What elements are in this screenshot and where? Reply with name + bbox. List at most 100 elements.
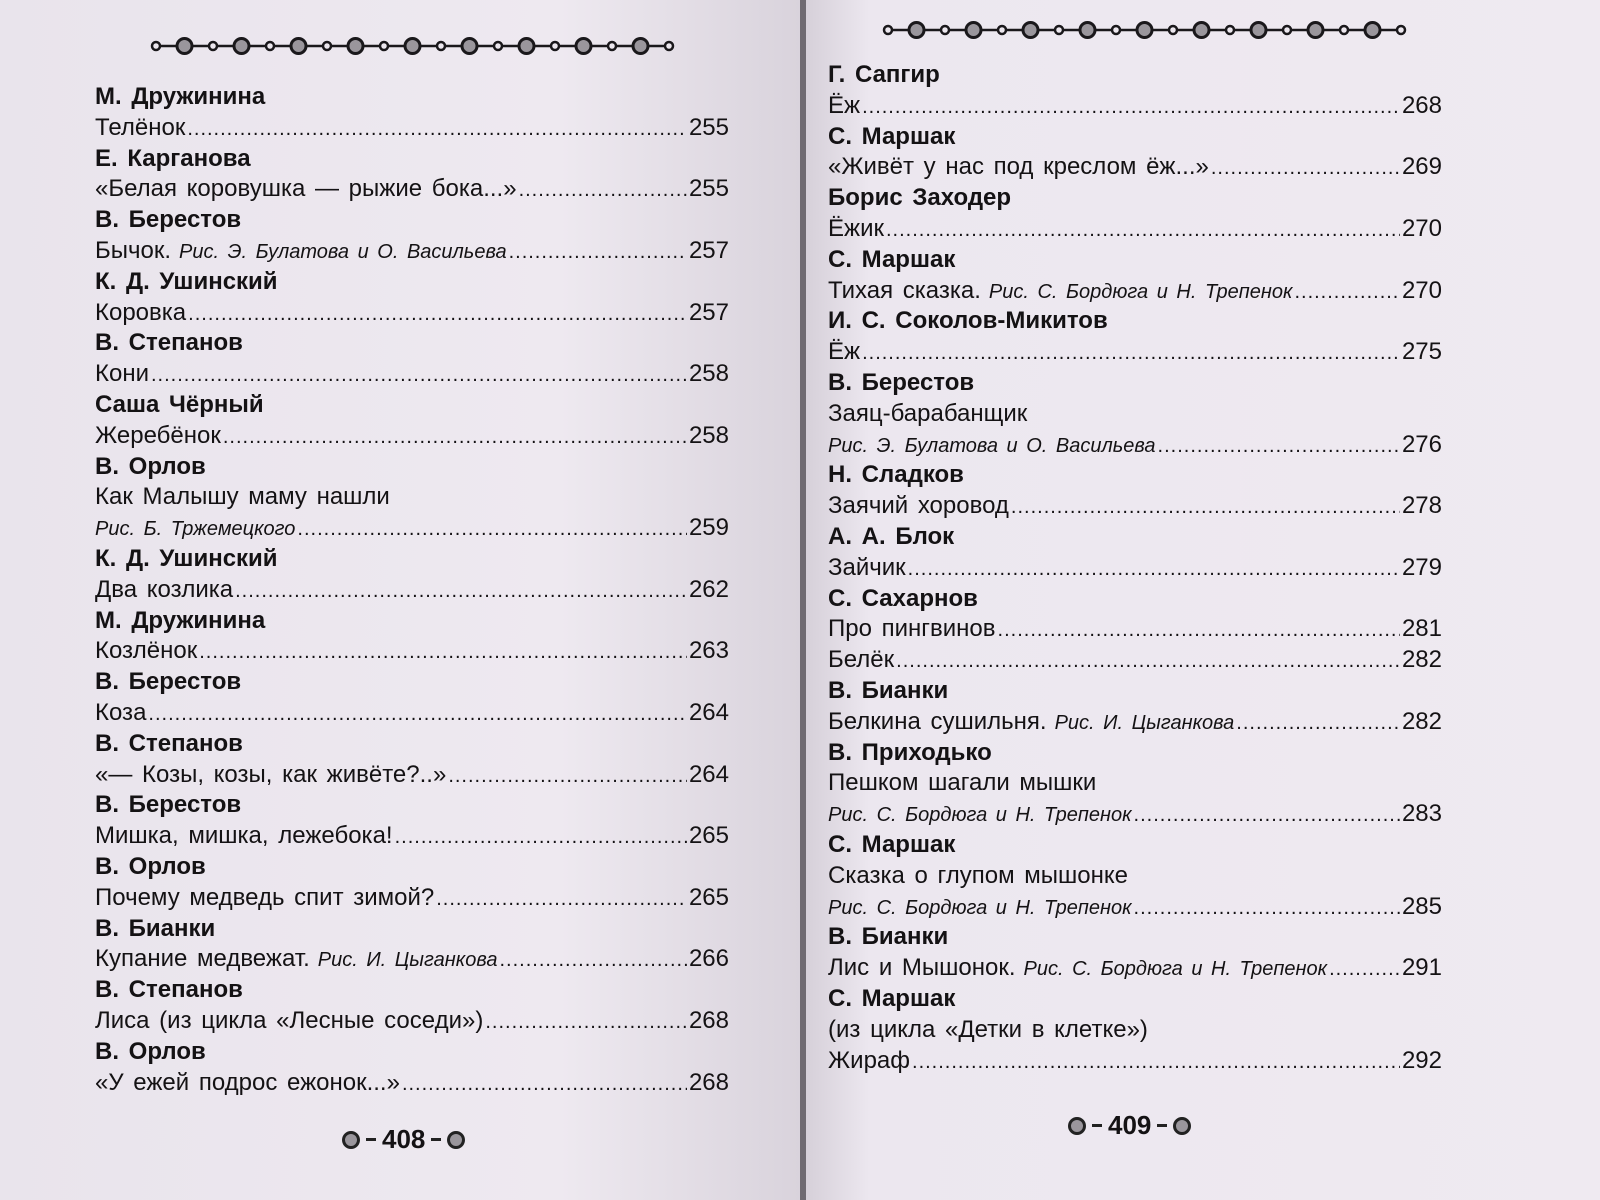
work-title: Ёж	[828, 91, 861, 119]
toc-entry: Два козлика 262	[95, 575, 729, 606]
author-name: А. А. Блок	[828, 522, 955, 550]
dot-leader	[188, 299, 687, 330]
author-name: В. Приходько	[828, 738, 992, 766]
work-title: Почему медведь спит зимой?	[95, 883, 435, 911]
page-folio-right: 409	[1068, 1110, 1192, 1141]
dot-leader	[1011, 492, 1400, 523]
author-name: В. Бианки	[828, 923, 949, 951]
page-ref: 257	[688, 298, 729, 326]
toc-entry: Про пингвинов 281	[828, 614, 1442, 645]
author-name: В. Степанов	[95, 976, 243, 1004]
dot-leader	[436, 884, 687, 915]
author-name: Н. Сладков	[828, 461, 964, 489]
toc-entry: Тихая сказка. Рис. С. Бордюга и Н. Трепен…	[828, 276, 1442, 307]
dot-leader	[1236, 708, 1400, 739]
toc-entry: «— Козы, козы, как живёте?..» 264	[95, 760, 729, 791]
work-title: Белкина сушильня.	[828, 707, 1047, 735]
illustrator-credit: Рис. И. Цыганкова	[1054, 711, 1235, 734]
dot-leader	[896, 646, 1400, 677]
toc-list-right: Г. СапгирЁж268С. Маршак«Живёт у нас под …	[828, 60, 1442, 1076]
page-ref: 283	[1401, 800, 1442, 828]
toc-entry: Кони 258	[95, 359, 729, 390]
toc-list-left: М. ДружининаТелёнок255Е. Карганова«Белая…	[95, 82, 729, 1098]
toc-entry: Телёнок 255	[95, 113, 729, 144]
dot-leader	[1329, 954, 1400, 985]
work-title: Лис и Мышонок.	[828, 954, 1016, 982]
author-name: М. Дружинина	[95, 606, 266, 634]
work-title: Телёнок	[95, 113, 186, 141]
work-title: Козлёнок	[95, 637, 198, 665]
page-ref: 258	[688, 360, 729, 388]
work-title: «У ежей подрос ежонок...»	[95, 1068, 400, 1096]
left-page: М. ДружининаТелёнок255Е. Карганова«Белая…	[0, 0, 800, 1200]
toc-entry: (из цикла «Детки в клетке»)	[828, 1015, 1442, 1046]
author-name: Е. Карганова	[95, 144, 251, 172]
toc-entry: Рис. Э. Булатова и О. Васильева 276	[828, 430, 1442, 461]
author-name: Г. Сапгир	[828, 61, 940, 88]
chain-ornament-icon	[150, 36, 683, 56]
page-ref: 278	[1401, 492, 1442, 520]
work-title: Пешком шагали мышки	[828, 769, 1097, 797]
illustrator-credit: Рис. С. Бордюга и Н. Трепенок	[1023, 958, 1328, 981]
toc-entry: Как Малышу маму нашли	[95, 482, 729, 513]
dot-leader	[862, 92, 1400, 123]
author-name: Саша Чёрный	[95, 390, 264, 418]
right-page: Г. СапгирЁж268С. Маршак«Живёт у нас под …	[806, 0, 1600, 1200]
author-name: В. Берестов	[828, 368, 975, 396]
dot-leader	[395, 822, 687, 853]
work-title: Коровка	[95, 298, 187, 326]
toc-entry: Ёж 268	[828, 91, 1442, 122]
author-name: В. Орлов	[95, 852, 206, 880]
work-title: Ёжик	[828, 214, 884, 242]
work-title: Мишка, мишка, лежебока!	[95, 822, 393, 850]
page-ref: 282	[1401, 707, 1442, 735]
author-name: С. Маршак	[828, 245, 956, 273]
author-name: С. Маршак	[828, 122, 956, 150]
work-title: Коза	[95, 698, 147, 726]
page-ref: 266	[688, 945, 729, 973]
toc-entry: Почему медведь спит зимой? 265	[95, 883, 729, 914]
author-name: В. Орлов	[95, 1037, 206, 1065]
dot-leader	[1134, 800, 1400, 831]
dot-leader	[485, 1007, 687, 1038]
dot-leader	[912, 1047, 1400, 1078]
page-ref: 265	[688, 883, 729, 911]
page-ref: 255	[688, 175, 729, 203]
dot-leader	[151, 360, 687, 391]
work-title: Белёк	[828, 646, 895, 674]
dot-leader	[1134, 893, 1400, 924]
work-title: Кони	[95, 360, 149, 388]
dot-leader	[998, 615, 1400, 646]
toc-entry: Лиса (из цикла «Лесные соседи») 268	[95, 1006, 729, 1037]
work-title: Лиса (из цикла «Лесные соседи»)	[95, 1006, 484, 1034]
page-ref: 262	[688, 575, 729, 603]
toc-entry: «Белая коровушка — рыжие бока...» 255	[95, 174, 729, 205]
page-ref: 279	[1401, 553, 1442, 581]
work-title: Ёж	[828, 338, 861, 366]
author-name: В. Берестов	[95, 791, 242, 819]
illustrator-credit: Рис. Э. Булатова и О. Васильева	[179, 240, 507, 263]
author-name: В. Степанов	[95, 329, 243, 357]
dot-leader	[148, 699, 687, 730]
toc-entry: Рис. Б. Тржемецкого 259	[95, 513, 729, 544]
ring-icon	[342, 1130, 360, 1149]
page-ref: 275	[1401, 338, 1442, 366]
ring-icon	[447, 1130, 466, 1149]
dot-leader	[1294, 277, 1400, 308]
dot-leader	[448, 761, 687, 792]
work-title: Тихая сказка.	[828, 276, 981, 304]
work-title: Жираф	[828, 1046, 911, 1074]
dot-leader	[223, 422, 687, 453]
page-ref: 258	[688, 421, 729, 449]
page-ref: 268	[688, 1006, 729, 1034]
page-ref: 255	[688, 113, 729, 141]
page-ref: 276	[1401, 430, 1442, 458]
toc-entry: Заяц-барабанщик	[828, 399, 1442, 430]
illustrator-credit: Рис. Б. Тржемецкого	[95, 518, 296, 541]
author-name: С. Маршак	[828, 984, 956, 1012]
author-name: С. Сахарнов	[828, 584, 978, 612]
work-title: «Белая коровушка — рыжие бока...»	[95, 175, 517, 203]
toc-entry: Мишка, мишка, лежебока! 265	[95, 821, 729, 852]
illustrator-credit: Рис. С. Бордюга и Н. Трепенок	[828, 804, 1132, 827]
page-ref: 268	[1401, 91, 1442, 119]
